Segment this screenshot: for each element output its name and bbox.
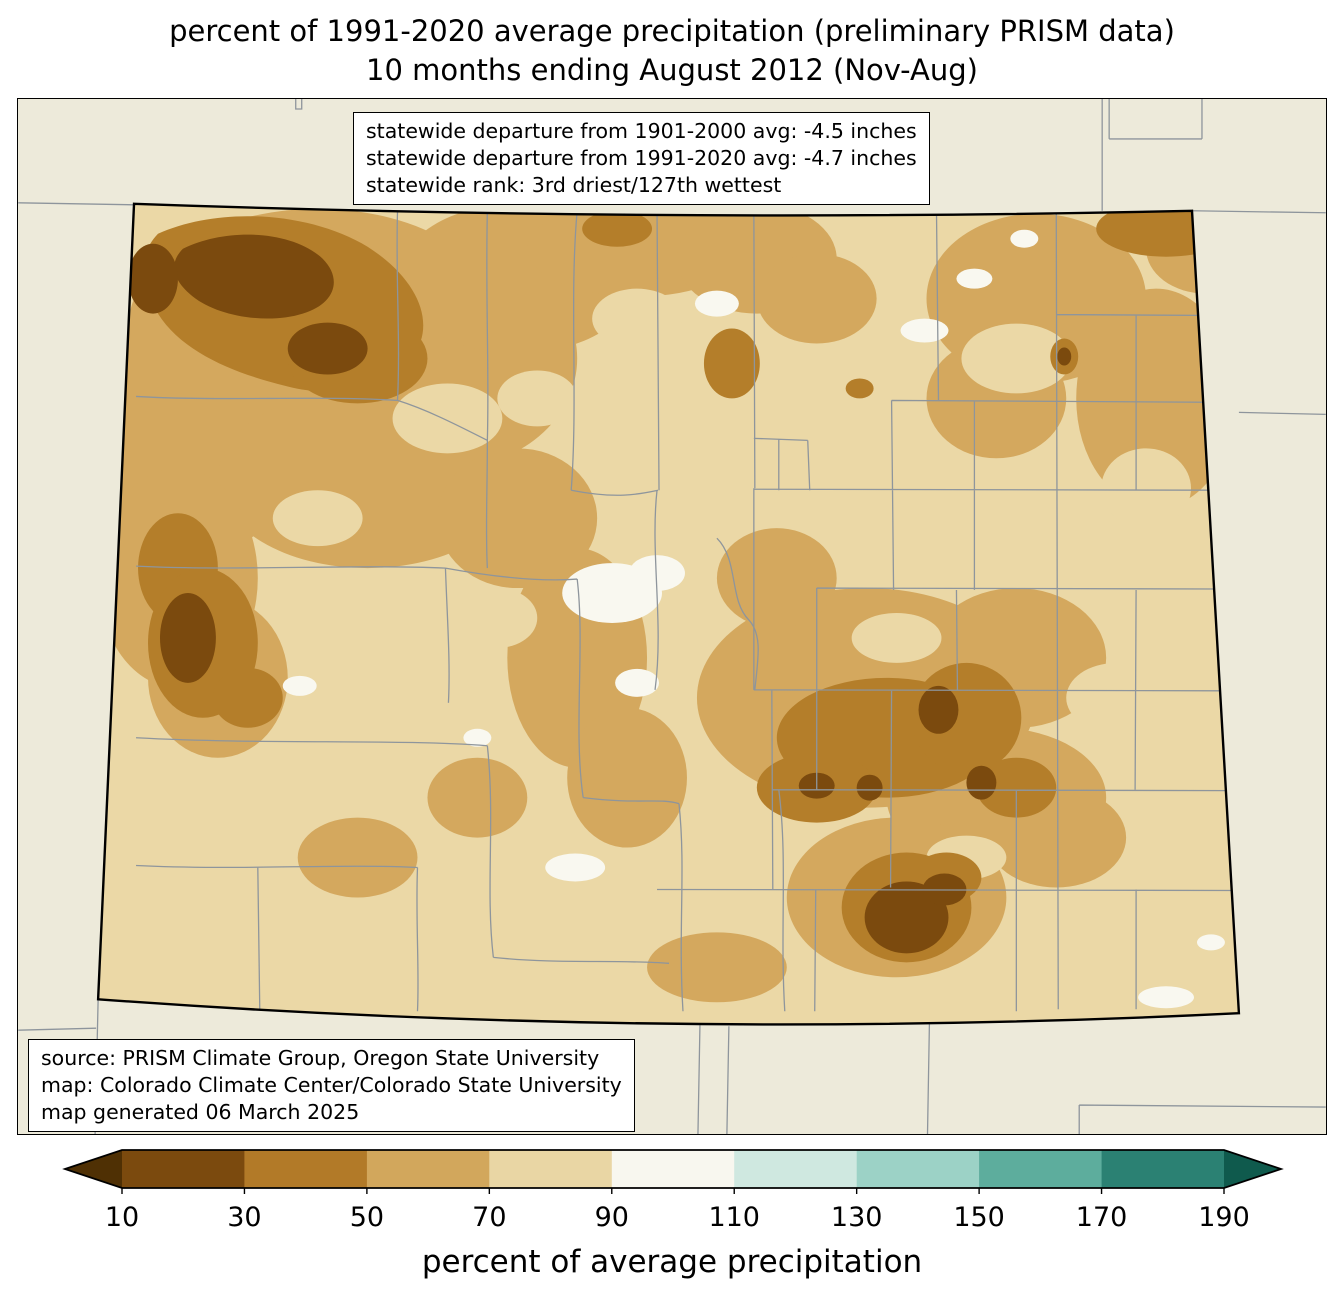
neighbor-state-lines (18, 99, 1326, 1134)
colorbar-axis-label: percent of average precipitation (421, 1244, 923, 1280)
colorado-precipitation-map (18, 99, 1326, 1134)
colorbar-segment (979, 1150, 1103, 1188)
colorbar-tick-label: 170 (1076, 1202, 1128, 1233)
county-lines-east (657, 210, 1239, 1012)
title-line-2: 10 months ending August 2012 (Nov-Aug) (366, 53, 978, 87)
colorbar-segment (1101, 1150, 1225, 1188)
precip-fill-regions (98, 203, 1239, 1025)
colorbar-tick-label: 70 (472, 1202, 506, 1233)
stats-line-3: statewide rank: 3rd driest/127th wettest (366, 173, 782, 197)
stats-line-2: statewide departure from 1991-2020 avg: … (366, 146, 917, 170)
source-line-3: map generated 06 March 2025 (41, 1100, 360, 1124)
source-line-2: map: Colorado Climate Center/Colorado St… (41, 1073, 622, 1097)
statewide-stats-box: statewide departure from 1901-2000 avg: … (353, 112, 930, 205)
precip-90-110-region (282, 229, 1225, 1009)
figure-title: percent of 1991-2020 average precipitati… (0, 12, 1344, 90)
colorbar-tick-label: 150 (953, 1202, 1005, 1233)
colorbar-segment (734, 1150, 858, 1188)
colorbar: 10 30 50 70 90 110 130 150 170 190 (17, 1142, 1327, 1242)
colorbar-tick-label: 130 (831, 1202, 883, 1233)
colorbar-segment (244, 1150, 368, 1188)
colorado-state-border (96, 202, 1241, 1026)
colorbar-svg: 10 30 50 70 90 110 130 150 170 190 (62, 1149, 1284, 1233)
county-lines-west (135, 210, 811, 1012)
colorbar-tick-label: 10 (105, 1202, 139, 1233)
colorbar-tick-label: 90 (595, 1202, 629, 1233)
source-line-1: source: PRISM Climate Group, Oregon Stat… (41, 1046, 600, 1070)
colorbar-segment (366, 1150, 490, 1188)
precip-70-90-patches (272, 288, 1191, 880)
colorbar-segment (122, 1150, 245, 1188)
colorbar-tick-label: 110 (708, 1202, 760, 1233)
colorbar-segment (489, 1150, 613, 1188)
source-credit-box: source: PRISM Climate Group, Oregon Stat… (28, 1039, 635, 1132)
colorbar-tick-label: 50 (350, 1202, 384, 1233)
colorbar-tick-label: 30 (227, 1202, 261, 1233)
colorbar-tick-label: 190 (1198, 1202, 1250, 1233)
map-frame: statewide departure from 1901-2000 avg: … (17, 98, 1327, 1135)
colorbar-left-arrow (65, 1150, 122, 1188)
title-line-1: percent of 1991-2020 average precipitati… (169, 14, 1175, 48)
stats-line-1: statewide departure from 1901-2000 avg: … (366, 119, 917, 143)
colorbar-segment (856, 1150, 980, 1188)
colorbar-right-arrow (1224, 1150, 1281, 1188)
precip-10-30-region (128, 234, 1072, 954)
colorbar-segment (611, 1150, 735, 1188)
